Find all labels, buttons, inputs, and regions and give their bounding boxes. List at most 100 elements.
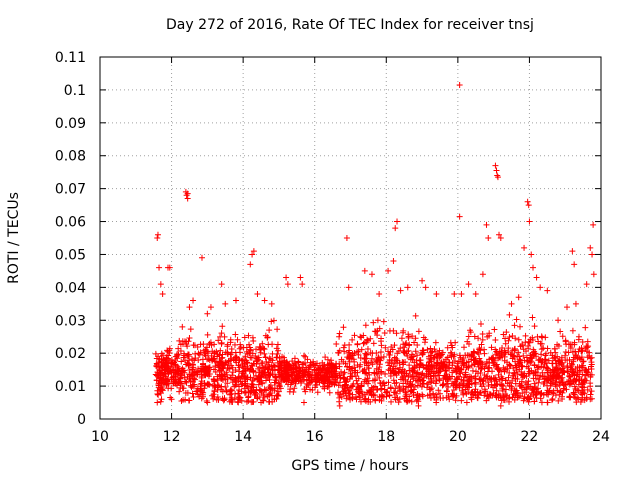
- data-point: [230, 376, 237, 383]
- data-point: [209, 382, 216, 389]
- data-point: [575, 336, 582, 343]
- data-point: [394, 218, 401, 225]
- data-point: [391, 354, 398, 361]
- data-point: [250, 338, 257, 345]
- data-point: [544, 345, 551, 352]
- data-point: [158, 396, 165, 403]
- data-point: [562, 348, 569, 355]
- data-point: [562, 357, 569, 364]
- data-point: [300, 399, 307, 406]
- data-point: [528, 358, 535, 365]
- data-point: [538, 399, 545, 406]
- chart-title: Day 272 of 2016, Rate Of TEC Index for r…: [166, 17, 534, 33]
- data-point: [579, 384, 586, 391]
- data-point: [239, 363, 246, 370]
- data-point: [211, 388, 218, 395]
- data-point: [554, 367, 561, 374]
- data-point: [203, 397, 210, 404]
- data-point: [410, 375, 417, 382]
- data-point: [502, 377, 509, 384]
- data-point: [413, 357, 420, 364]
- data-point: [247, 261, 254, 268]
- data-point: [376, 364, 383, 371]
- data-point: [484, 333, 491, 340]
- data-point: [298, 379, 305, 386]
- data-point: [551, 345, 558, 352]
- data-point: [387, 373, 394, 380]
- data-point: [268, 300, 275, 307]
- data-point: [443, 371, 450, 378]
- data-point: [511, 353, 518, 360]
- data-point: [173, 353, 180, 360]
- data-point: [155, 384, 162, 391]
- data-point: [487, 376, 494, 383]
- data-point: [351, 358, 358, 365]
- data-point: [414, 391, 421, 398]
- data-point: [224, 343, 231, 350]
- data-point: [564, 363, 571, 370]
- data-point: [236, 345, 243, 352]
- data-point: [538, 358, 545, 365]
- data-point: [538, 346, 545, 353]
- data-point: [203, 344, 210, 351]
- data-point: [195, 357, 202, 364]
- data-point: [291, 385, 298, 392]
- data-point: [218, 367, 225, 374]
- data-point: [154, 231, 161, 238]
- data-point: [218, 330, 225, 337]
- data-point: [217, 347, 224, 354]
- data-point: [251, 376, 258, 383]
- data-point: [529, 314, 536, 321]
- data-point: [559, 359, 566, 366]
- data-point: [578, 345, 585, 352]
- data-point: [261, 386, 268, 393]
- data-point: [526, 370, 533, 377]
- data-point: [352, 373, 359, 380]
- data-point: [476, 355, 483, 362]
- data-point: [179, 385, 186, 392]
- data-point: [315, 366, 322, 373]
- data-point: [266, 376, 273, 383]
- data-point: [232, 297, 239, 304]
- data-point: [510, 391, 517, 398]
- data-point: [469, 389, 476, 396]
- data-point: [243, 398, 250, 405]
- data-point: [209, 348, 216, 355]
- data-point: [454, 360, 461, 367]
- data-point: [358, 380, 365, 387]
- data-point: [557, 328, 564, 335]
- data-point: [302, 388, 309, 395]
- data-point: [354, 348, 361, 355]
- data-point: [304, 371, 311, 378]
- data-point: [177, 371, 184, 378]
- data-point: [390, 258, 397, 265]
- data-point: [214, 386, 221, 393]
- data-point: [414, 352, 421, 359]
- data-point: [279, 353, 286, 360]
- data-point: [567, 394, 574, 401]
- y-tick-label: 0: [77, 412, 86, 428]
- data-point: [483, 221, 490, 228]
- data-point: [544, 365, 551, 372]
- x-tick-label: 20: [449, 429, 467, 445]
- data-point: [257, 349, 264, 356]
- data-point: [414, 341, 421, 348]
- data-point: [346, 376, 353, 383]
- data-point: [343, 379, 350, 386]
- data-point: [261, 346, 268, 353]
- data-point: [312, 382, 319, 389]
- data-point: [397, 387, 404, 394]
- data-point: [242, 367, 249, 374]
- data-point: [460, 361, 467, 368]
- data-point: [222, 384, 229, 391]
- data-point: [256, 343, 263, 350]
- data-point: [255, 354, 262, 361]
- data-point: [304, 356, 311, 363]
- data-point: [381, 382, 388, 389]
- data-point: [526, 339, 533, 346]
- data-point: [532, 392, 539, 399]
- data-point: [289, 358, 296, 365]
- data-point: [423, 384, 430, 391]
- data-point: [432, 339, 439, 346]
